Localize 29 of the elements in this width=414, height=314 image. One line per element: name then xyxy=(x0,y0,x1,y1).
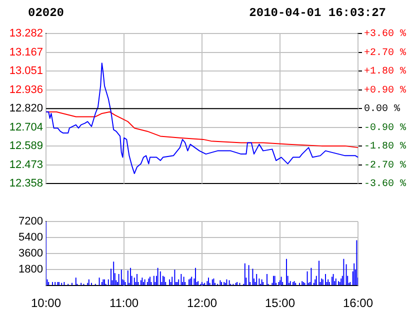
y-tick-label: 13.282 xyxy=(9,28,43,40)
x-tick-label: 11:00 xyxy=(109,296,139,310)
y-tick-label: 13.051 xyxy=(9,65,43,78)
x-tick-label: 16:00 xyxy=(342,296,374,310)
y2-tick-label: +1.80 % xyxy=(364,66,406,78)
y2-tick-label: +0.90 % xyxy=(364,85,406,96)
y2-tick-label: -3.60 % xyxy=(364,179,406,190)
y-tick-label: 12.473 xyxy=(9,158,43,171)
y-tick-label: 13.167 xyxy=(9,46,43,58)
y2-tick-label: 0.00 % xyxy=(364,104,400,116)
y2-tick-label: -0.90 % xyxy=(364,122,406,134)
chart-title: 02020 xyxy=(28,6,64,22)
y-tick-label: 12.704 xyxy=(9,121,43,134)
y-tick-label: 12.936 xyxy=(9,84,43,96)
y2-tick-label: -2.70 % xyxy=(364,160,406,172)
y-tick-label: 1800 xyxy=(18,264,43,276)
x-tick-label: 10:00 xyxy=(30,296,62,310)
y-tick-label: 5400 xyxy=(18,232,43,244)
y-tick-label: 12.589 xyxy=(9,140,43,152)
x-tick-label: 12:00 xyxy=(186,296,218,310)
y2-tick-label: -1.80 % xyxy=(364,142,406,153)
y-tick-label: 7200 xyxy=(18,216,43,228)
y-tick-label: 12.820 xyxy=(9,102,43,115)
y-tick-label: 12.358 xyxy=(9,178,43,190)
chart-subtitle: 2010-04-01 16:03:27 xyxy=(249,6,386,22)
y2-tick-label: +2.70 % xyxy=(364,48,406,59)
y2-tick-label: +3.60 % xyxy=(364,29,406,40)
y-tick-label: 3600 xyxy=(18,248,43,260)
x-tick-label: 15:00 xyxy=(264,296,296,310)
